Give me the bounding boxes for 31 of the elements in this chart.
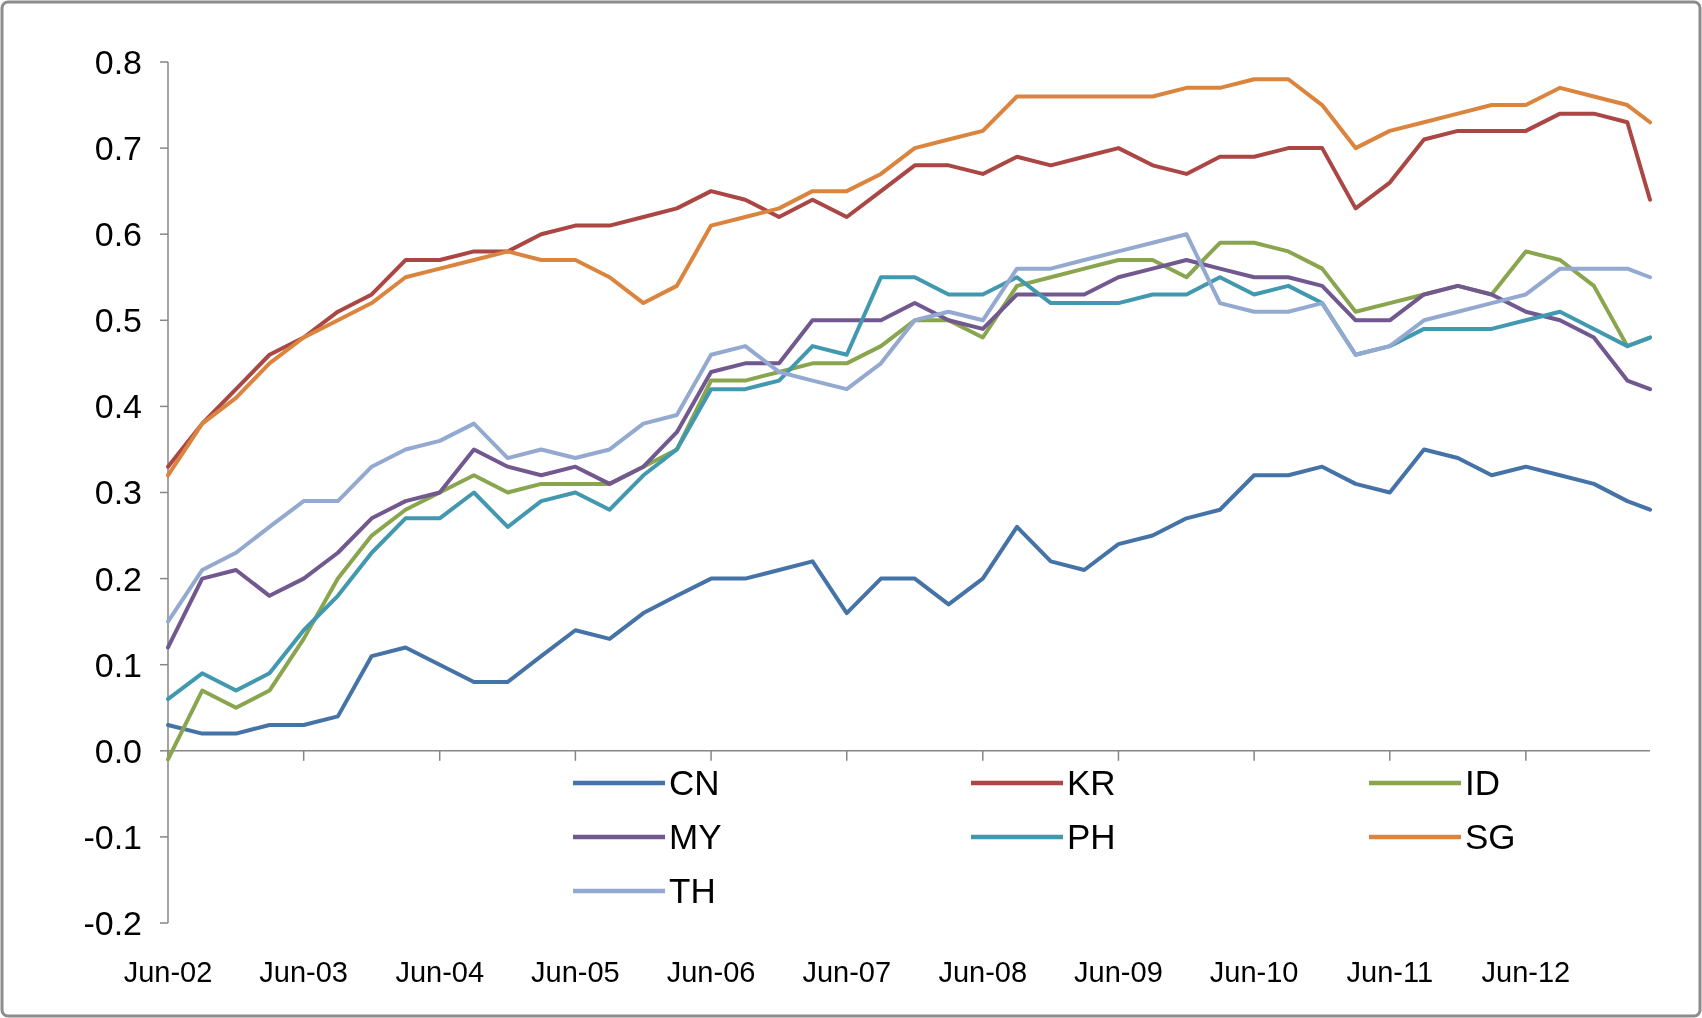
x-tick-label: Jun-03 — [259, 956, 349, 989]
legend-label: CN — [669, 763, 720, 803]
y-tick-label: 0.1 — [94, 645, 142, 684]
y-tick-label: 0.8 — [94, 42, 142, 81]
y-tick-label: -0.1 — [83, 817, 142, 856]
legend-label: KR — [1067, 763, 1116, 803]
x-tick-label: Jun-10 — [1209, 956, 1299, 989]
y-tick-label: 0.4 — [94, 387, 142, 426]
y-tick-label: 0.2 — [94, 559, 142, 598]
y-tick-label: 0.7 — [94, 129, 142, 167]
legend-label: MY — [669, 817, 722, 857]
y-tick-label: 0.0 — [94, 731, 142, 770]
legend-label: SG — [1465, 817, 1516, 857]
y-tick-label: -0.2 — [83, 903, 142, 942]
y-tick-label: 0.5 — [94, 301, 142, 340]
x-tick-label: Jun-09 — [1074, 956, 1163, 989]
x-tick-label: Jun-06 — [666, 956, 756, 989]
line-series — [166, 447, 1652, 736]
x-tick-label: Jun-12 — [1481, 956, 1571, 989]
x-tick-label: Jun-02 — [123, 956, 213, 989]
legend-label: TH — [669, 871, 716, 911]
x-tick-label: Jun-04 — [395, 956, 485, 989]
x-tick-label: Jun-05 — [531, 956, 620, 989]
line-series — [166, 275, 1652, 702]
y-tick-label: 0.3 — [94, 473, 142, 512]
x-tick-label: Jun-11 — [1346, 956, 1434, 989]
legend-label: ID — [1465, 763, 1500, 803]
y-tick-label: 0.6 — [94, 215, 142, 254]
x-tick-label: Jun-07 — [802, 956, 892, 989]
legend-label: PH — [1067, 817, 1116, 857]
x-tick-label: Jun-08 — [938, 956, 1028, 989]
